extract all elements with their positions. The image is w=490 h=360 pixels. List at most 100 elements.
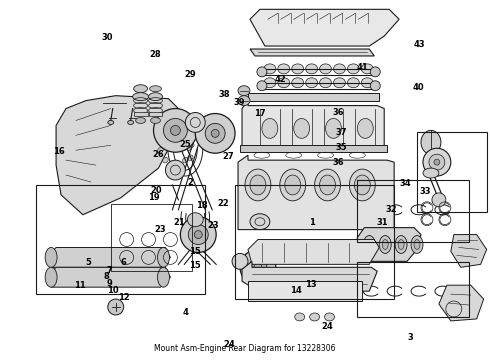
Text: 13: 13 [305, 280, 317, 289]
Text: 14: 14 [290, 285, 302, 294]
Ellipse shape [354, 175, 370, 195]
Text: 4: 4 [183, 308, 189, 317]
Ellipse shape [421, 130, 441, 154]
Ellipse shape [398, 239, 404, 249]
Polygon shape [250, 49, 374, 56]
Ellipse shape [324, 313, 335, 321]
Ellipse shape [185, 132, 191, 138]
Ellipse shape [158, 138, 163, 143]
Ellipse shape [325, 118, 342, 138]
Ellipse shape [292, 78, 304, 88]
Ellipse shape [319, 64, 332, 74]
Text: 39: 39 [233, 98, 245, 107]
Ellipse shape [429, 154, 445, 170]
Text: 25: 25 [180, 140, 192, 149]
Polygon shape [451, 235, 487, 267]
Ellipse shape [395, 235, 407, 253]
Text: 30: 30 [102, 33, 113, 42]
Ellipse shape [306, 78, 318, 88]
Ellipse shape [149, 86, 162, 92]
Ellipse shape [187, 213, 203, 227]
Ellipse shape [157, 267, 170, 287]
Text: 42: 42 [274, 75, 286, 84]
Text: 32: 32 [385, 205, 397, 214]
Ellipse shape [163, 157, 168, 163]
Bar [240, 145, 387, 152]
Text: 1: 1 [309, 218, 315, 227]
Text: 16: 16 [53, 147, 65, 156]
Ellipse shape [315, 169, 341, 201]
Bar [248, 281, 362, 301]
Polygon shape [238, 155, 394, 230]
Ellipse shape [249, 258, 267, 276]
Text: 5: 5 [85, 258, 91, 267]
Text: 8: 8 [104, 272, 109, 281]
Ellipse shape [292, 64, 304, 74]
Ellipse shape [379, 235, 391, 253]
Text: 15: 15 [190, 261, 201, 270]
Ellipse shape [148, 93, 163, 100]
Ellipse shape [185, 113, 205, 132]
Ellipse shape [264, 78, 276, 88]
Ellipse shape [157, 247, 170, 267]
Text: 9: 9 [107, 279, 112, 288]
Ellipse shape [185, 132, 191, 138]
Ellipse shape [240, 249, 276, 285]
Ellipse shape [264, 64, 276, 74]
Ellipse shape [150, 117, 161, 123]
Text: 31: 31 [377, 219, 388, 228]
Polygon shape [242, 100, 384, 148]
Ellipse shape [294, 313, 305, 321]
Text: 11: 11 [74, 281, 86, 290]
Text: 37: 37 [336, 129, 347, 138]
Text: 41: 41 [357, 63, 369, 72]
Polygon shape [357, 228, 421, 261]
Text: 40: 40 [412, 83, 424, 92]
Ellipse shape [108, 121, 114, 125]
Ellipse shape [434, 159, 440, 165]
Text: 33: 33 [419, 187, 431, 196]
Text: 23: 23 [208, 221, 219, 230]
Ellipse shape [310, 313, 319, 321]
Ellipse shape [163, 130, 168, 136]
Text: 12: 12 [118, 293, 130, 302]
Text: 23: 23 [154, 225, 166, 234]
Ellipse shape [134, 85, 147, 93]
Bar [417, 132, 487, 212]
Text: 28: 28 [149, 50, 161, 59]
Text: 2: 2 [188, 178, 194, 187]
Ellipse shape [423, 168, 439, 178]
Ellipse shape [423, 148, 451, 176]
Ellipse shape [187, 145, 192, 150]
Ellipse shape [361, 64, 373, 74]
Ellipse shape [188, 225, 208, 244]
Ellipse shape [382, 239, 388, 249]
Bar [134, 112, 147, 117]
Polygon shape [46, 267, 171, 287]
Ellipse shape [306, 64, 318, 74]
Ellipse shape [183, 157, 188, 163]
Ellipse shape [169, 164, 174, 169]
Text: 3: 3 [408, 333, 414, 342]
Text: 19: 19 [147, 193, 159, 202]
Ellipse shape [363, 235, 375, 253]
Ellipse shape [334, 64, 345, 74]
Ellipse shape [245, 169, 271, 201]
Ellipse shape [179, 127, 185, 132]
Ellipse shape [347, 64, 359, 74]
Ellipse shape [177, 128, 183, 133]
Text: 35: 35 [336, 143, 347, 152]
Ellipse shape [262, 118, 278, 138]
Ellipse shape [278, 78, 290, 88]
Ellipse shape [319, 78, 332, 88]
Ellipse shape [153, 109, 197, 152]
Text: 24: 24 [223, 340, 235, 349]
Ellipse shape [164, 118, 187, 142]
Text: 18: 18 [196, 201, 208, 210]
Ellipse shape [257, 81, 267, 91]
Ellipse shape [188, 155, 193, 161]
Polygon shape [242, 261, 377, 291]
Ellipse shape [195, 231, 202, 239]
Text: 34: 34 [399, 179, 411, 188]
Ellipse shape [196, 113, 235, 153]
